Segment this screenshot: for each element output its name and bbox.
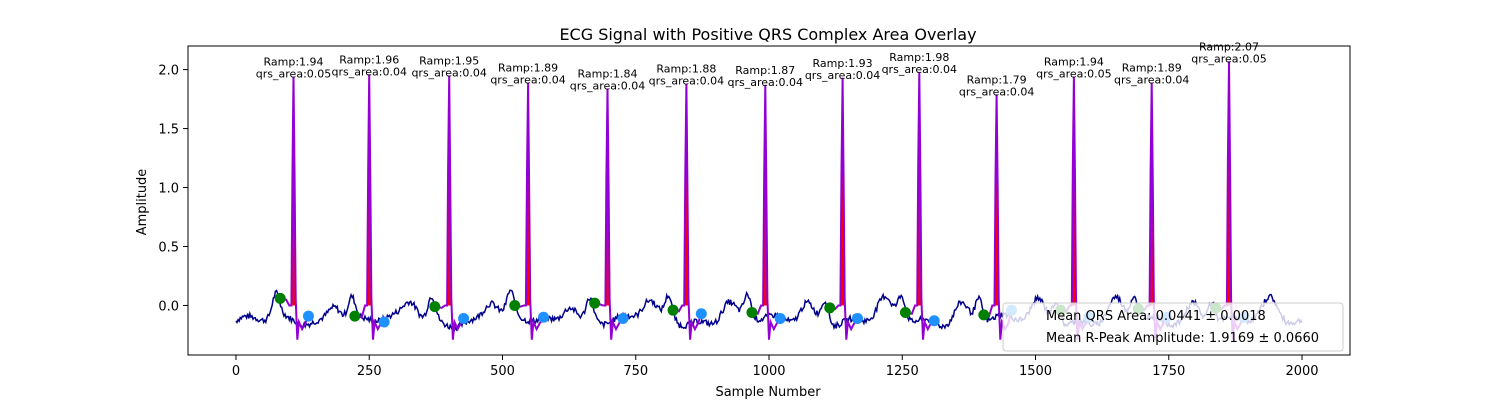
- r-amp-annotation: Ramp:1.96: [339, 53, 399, 66]
- y-tick-label: 2.0: [158, 64, 179, 79]
- qrs-segment-line: [434, 75, 465, 340]
- legend-entry-qrs-area: Mean QRS Area: 0.0441 ± 0.0018: [1046, 309, 1266, 324]
- qrs-onset-marker: [589, 297, 601, 309]
- plot-area: Ramp:1.94qrs_area:0.05Ramp:1.96qrs_area:…: [158, 40, 1351, 379]
- qrs-area-annotation: qrs_area:0.04: [570, 79, 645, 92]
- r-amp-annotation: Ramp:1.79: [967, 73, 1027, 86]
- qrs-offset-marker: [617, 312, 629, 324]
- qrs-area-annotation: qrs_area:0.04: [728, 76, 803, 89]
- r-amp-annotation: Ramp:1.98: [889, 51, 949, 64]
- qrs-area-annotation: qrs_area:0.04: [1114, 74, 1189, 87]
- r-amp-annotation: Ramp:1.84: [577, 67, 637, 80]
- qrs-offset-marker: [774, 312, 786, 324]
- qrs-onset-marker: [667, 304, 679, 316]
- r-amp-annotation: Ramp:1.93: [813, 57, 873, 70]
- r-amp-annotation: Ramp:1.94: [264, 56, 324, 69]
- y-axis-label: Amplitude: [135, 169, 150, 236]
- x-axis-label: Sample Number: [715, 385, 821, 400]
- qrs-segment-line: [280, 76, 310, 340]
- qrs-onset-marker: [746, 307, 758, 319]
- legend-entry-r-peak: Mean R-Peak Amplitude: 1.9169 ± 0.0660: [1046, 331, 1319, 346]
- qrs-area-annotation: qrs_area:0.04: [805, 69, 880, 82]
- legend-box: [1002, 302, 1344, 352]
- qrs-onset-marker: [349, 310, 361, 322]
- r-amp-annotation: Ramp:1.89: [1122, 62, 1182, 75]
- r-amp-annotation: Ramp:1.88: [656, 63, 716, 76]
- x-tick-label: 2000: [1285, 364, 1318, 379]
- qrs-offset-marker: [851, 312, 863, 324]
- qrs-area-annotation: qrs_area:0.04: [331, 65, 406, 78]
- qrs-offset-marker: [378, 316, 390, 328]
- x-tick-label: 500: [490, 364, 515, 379]
- qrs-segment-line: [672, 83, 703, 340]
- qrs-segment-line: [514, 82, 545, 340]
- qrs-offset-marker: [928, 315, 940, 327]
- r-amp-annotation: Ramp:2.07: [1199, 40, 1259, 53]
- qrs-segment-line: [594, 88, 624, 340]
- x-tick-label: 750: [623, 364, 648, 379]
- qrs-area-annotation: qrs_area:0.04: [490, 74, 565, 87]
- r-amp-annotation: Ramp:1.95: [419, 54, 479, 67]
- qrs-offset-marker: [458, 312, 470, 324]
- qrs-onset-marker: [899, 307, 911, 319]
- x-tick-label: 0: [232, 364, 240, 379]
- r-amp-annotation: Ramp:1.89: [498, 62, 558, 75]
- qrs-segment-line: [354, 74, 385, 340]
- qrs-onset-marker: [509, 299, 521, 311]
- qrs-area-annotation: qrs_area:0.04: [649, 75, 724, 88]
- qrs-area-annotation: qrs_area:0.04: [411, 66, 486, 79]
- qrs-onset-marker: [978, 309, 990, 321]
- qrs-area-annotation: qrs_area:0.04: [959, 85, 1034, 98]
- x-tick-label: 1750: [1152, 364, 1185, 379]
- qrs-offset-marker: [302, 310, 314, 322]
- y-tick-label: 1.5: [158, 123, 179, 138]
- qrs-onset-marker: [274, 292, 286, 304]
- x-tick-label: 1250: [886, 364, 919, 379]
- x-tick-label: 250: [357, 364, 382, 379]
- legend: Mean QRS Area: 0.0441 ± 0.0018 Mean R-Pea…: [1002, 302, 1344, 352]
- qrs-area-annotation: qrs_area:0.05: [1191, 52, 1266, 65]
- qrs-area-annotation: qrs_area:0.05: [256, 68, 331, 81]
- x-tick-label: 1000: [752, 364, 785, 379]
- r-amp-annotation: Ramp:1.87: [735, 64, 795, 77]
- qrs-area-annotation: qrs_area:0.04: [882, 63, 957, 76]
- qrs-onset-marker: [824, 302, 836, 314]
- chart-title: ECG Signal with Positive QRS Complex Are…: [559, 25, 976, 44]
- qrs-offset-marker: [538, 311, 550, 323]
- qrs-onset-marker: [429, 301, 441, 313]
- r-amp-annotation: Ramp:1.94: [1044, 56, 1104, 69]
- qrs-offset-marker: [695, 308, 707, 320]
- y-tick-label: 0.5: [158, 240, 179, 255]
- y-tick-label: 0.0: [158, 299, 179, 314]
- qrs-area-annotation: qrs_area:0.05: [1036, 68, 1111, 81]
- qrs-segment-line: [829, 77, 859, 340]
- x-tick-label: 1500: [1019, 364, 1052, 379]
- y-tick-label: 1.0: [158, 182, 179, 197]
- qrs-segment-line: [905, 71, 935, 340]
- qrs-segment-line: [751, 84, 782, 340]
